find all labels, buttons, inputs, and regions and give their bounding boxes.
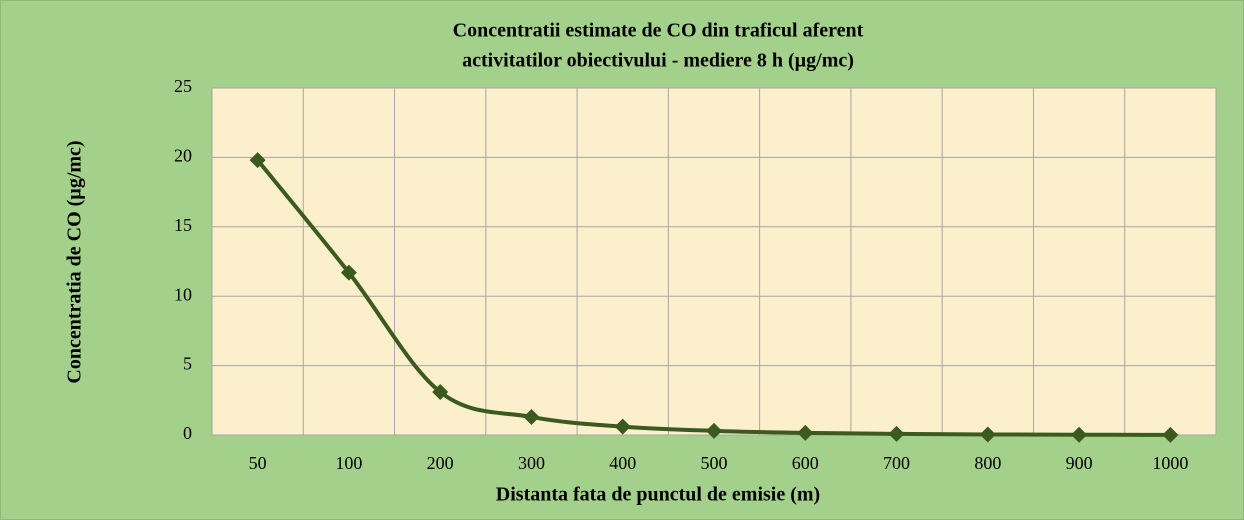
x-tick-label: 50 xyxy=(249,453,267,473)
data-point xyxy=(797,424,814,441)
x-tick-label: 800 xyxy=(974,453,1001,473)
chart-title: Concentratii estimate de CO din traficul… xyxy=(453,20,864,42)
x-axis-label: Distanta fata de punctul de emisie (m) xyxy=(496,484,820,506)
y-tick-label: 0 xyxy=(183,423,192,443)
x-tick-label: 200 xyxy=(427,453,454,473)
data-point xyxy=(614,418,631,435)
y-tick-label: 25 xyxy=(174,76,192,96)
x-tick-label: 100 xyxy=(335,453,362,473)
y-tick-label: 10 xyxy=(174,284,192,304)
data-point xyxy=(1071,426,1088,443)
data-point xyxy=(888,425,905,442)
y-tick-label: 20 xyxy=(174,146,192,166)
x-tick-label: 400 xyxy=(609,453,636,473)
data-point xyxy=(249,152,266,169)
data-point xyxy=(1162,426,1179,443)
data-point xyxy=(432,383,449,400)
chart-title: activitatilor obiectivului - mediere 8 h… xyxy=(462,50,854,72)
y-axis-label: Concentratia de CO (µg/mc) xyxy=(64,140,86,383)
x-tick-label: 700 xyxy=(883,453,910,473)
y-tick-label: 15 xyxy=(174,215,192,235)
data-point xyxy=(523,408,540,425)
x-tick-label: 600 xyxy=(792,453,819,473)
data-point xyxy=(706,422,722,439)
data-point xyxy=(979,426,996,443)
data-point xyxy=(340,264,357,281)
x-tick-label: 1000 xyxy=(1152,453,1188,473)
x-tick-label: 300 xyxy=(518,453,545,473)
x-tick-label: 500 xyxy=(701,453,728,473)
data-line xyxy=(256,158,1171,437)
plot-area xyxy=(212,88,1216,435)
y-tick-label: 5 xyxy=(183,354,192,374)
x-tick-label: 900 xyxy=(1066,453,1093,473)
